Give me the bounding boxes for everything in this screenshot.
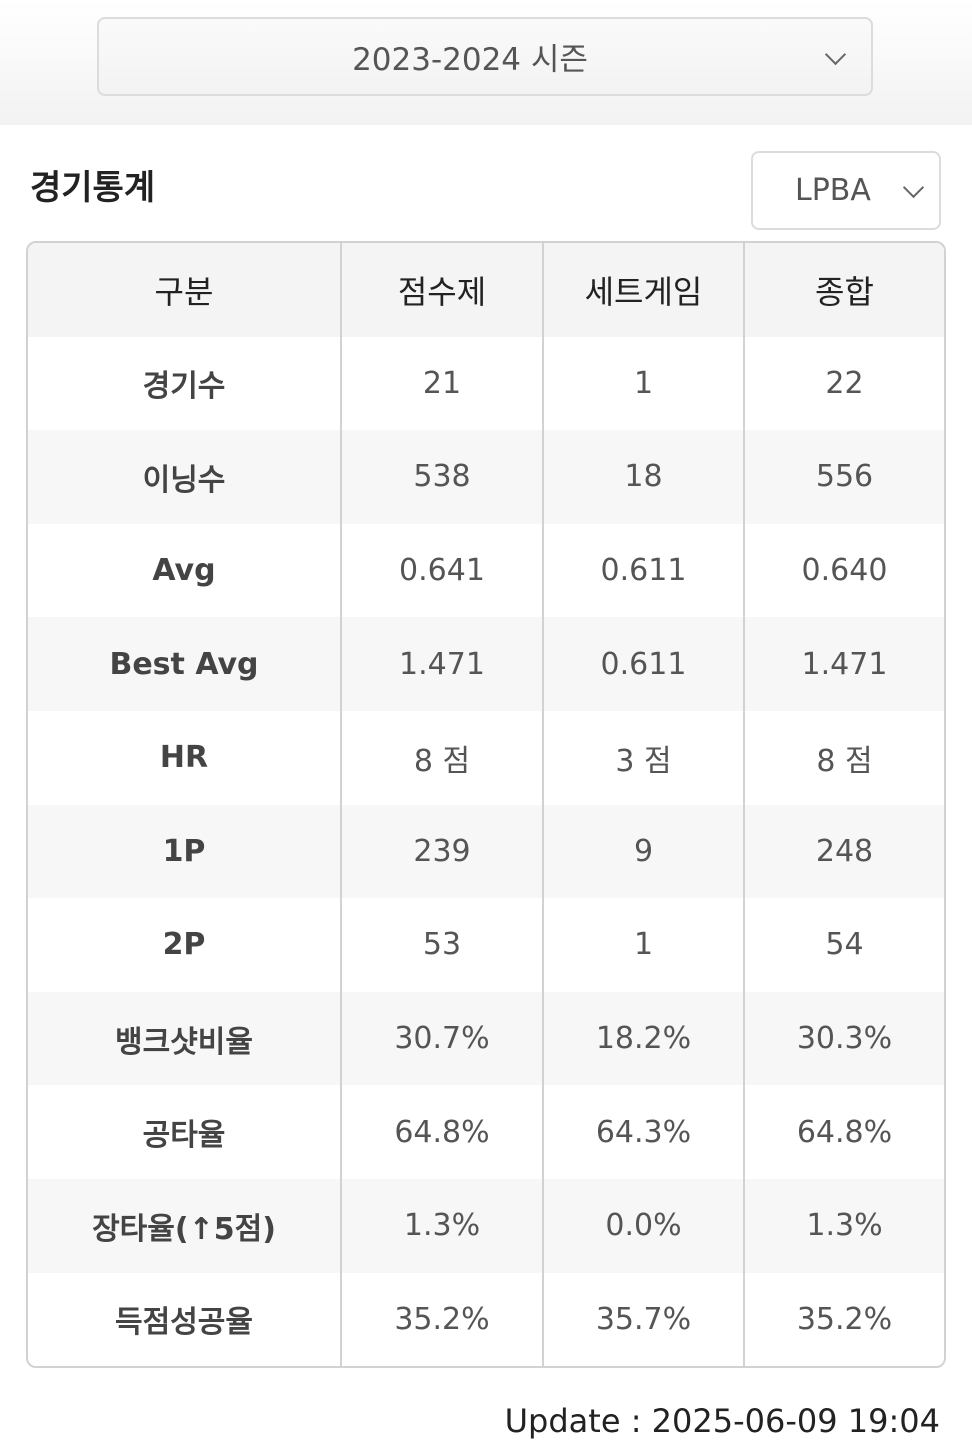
cell-value: 1.3%: [340, 1178, 543, 1273]
cell-value: 1.471: [743, 617, 944, 711]
table-row: 뱅크샷비율 30.7% 18.2% 30.3%: [28, 991, 944, 1086]
cell-value: 18.2%: [542, 991, 744, 1086]
cell-value: 0.611: [542, 617, 744, 711]
cell-value: 30.7%: [340, 991, 543, 1086]
update-timestamp: Update : 2025-06-09 19:04: [504, 1402, 940, 1440]
table-row: Best Avg 1.471 0.611 1.471: [28, 617, 944, 711]
header-score-system: 점수제: [340, 243, 543, 337]
row-label: Avg: [152, 553, 216, 589]
header-set-game: 세트게임: [542, 243, 744, 337]
cell-value: 9: [542, 804, 744, 899]
row-label: 장타율(↑5점): [92, 1211, 276, 1247]
table-row: 득점성공율 35.2% 35.7% 35.2%: [28, 1272, 944, 1367]
cell-value: 22: [743, 336, 944, 431]
league-select-value: LPBA: [795, 173, 871, 208]
table-row: 이닝수 538 18 556: [28, 430, 944, 524]
cell-value: 8 점: [340, 710, 543, 805]
row-label: 2P: [162, 927, 206, 963]
row-label: 경기수: [142, 369, 226, 405]
chevron-down-icon: [902, 176, 925, 199]
cell-value: 8 점: [743, 710, 944, 805]
table-row: HR 8 점 3 점 8 점: [28, 710, 944, 805]
cell-value: 1: [542, 898, 744, 992]
row-label: 공타율: [142, 1118, 226, 1154]
cell-value: 0.611: [542, 523, 744, 618]
cell-value: 1: [542, 336, 744, 431]
cell-value: 556: [743, 430, 944, 524]
table-row: 2P 53 1 54: [28, 898, 944, 992]
cell-value: 239: [340, 804, 543, 899]
row-label: HR: [159, 740, 209, 776]
table-row: Avg 0.641 0.611 0.640: [28, 523, 944, 618]
row-label: Best Avg: [109, 646, 259, 682]
cell-value: 35.2%: [340, 1272, 543, 1367]
cell-value: 30.3%: [743, 991, 944, 1086]
cell-value: 54: [743, 898, 944, 992]
header-category: 구분: [28, 243, 341, 337]
cell-value: 538: [340, 430, 543, 524]
cell-value: 35.7%: [542, 1272, 744, 1367]
cell-value: 1.3%: [743, 1178, 944, 1273]
stats-table: 구분 점수제 세트게임 종합 경기수 21 1 22 이닝수 538 18 55…: [28, 243, 944, 1367]
cell-value: 18: [542, 430, 744, 524]
table-row: 경기수 21 1 22: [28, 336, 944, 431]
row-label: 이닝수: [142, 462, 226, 498]
table-row: 1P 239 9 248: [28, 804, 944, 899]
cell-value: 64.8%: [743, 1085, 944, 1179]
league-select[interactable]: LPBA: [751, 151, 941, 230]
season-select[interactable]: 2023-2024 시즌: [97, 17, 873, 96]
table-row: 공타율 64.8% 64.3% 64.8%: [28, 1085, 944, 1179]
cell-value: 0.641: [340, 523, 543, 618]
header-total: 종합: [743, 243, 944, 337]
row-label: 1P: [162, 833, 206, 869]
cell-value: 64.3%: [542, 1085, 744, 1179]
cell-value: 64.8%: [340, 1085, 543, 1179]
cell-value: 0.0%: [542, 1178, 744, 1273]
cell-value: 1.471: [340, 617, 543, 711]
table-row: 장타율(↑5점) 1.3% 0.0% 1.3%: [28, 1178, 944, 1273]
cell-value: 21: [340, 336, 543, 431]
cell-value: 0.640: [743, 523, 944, 618]
cell-value: 248: [743, 804, 944, 899]
stats-table-container: 구분 점수제 세트게임 종합 경기수 21 1 22 이닝수 538 18 55…: [26, 241, 946, 1369]
cell-value: 53: [340, 898, 543, 992]
section-title: 경기통계: [30, 168, 156, 208]
cell-value: 3 점: [542, 710, 744, 805]
row-label: 득점성공율: [115, 1305, 253, 1341]
season-select-value: 2023-2024 시즌: [352, 42, 588, 78]
row-label: 뱅크샷비율: [115, 1024, 253, 1060]
cell-value: 35.2%: [743, 1272, 944, 1367]
table-header-row: 구분 점수제 세트게임 종합: [28, 243, 944, 337]
